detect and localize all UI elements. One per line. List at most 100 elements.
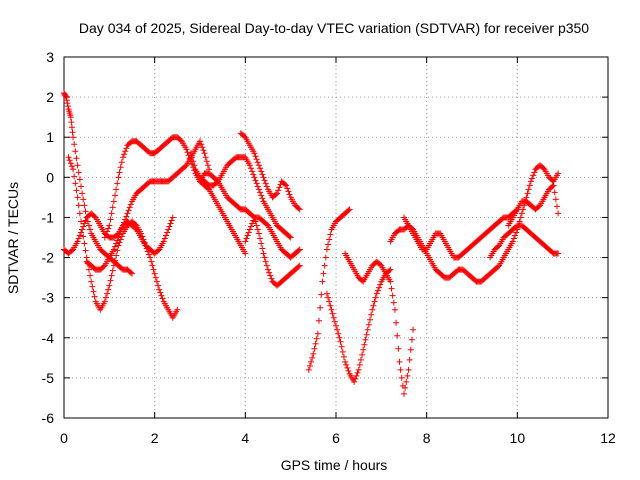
data-point-interp bbox=[112, 192, 118, 199]
data-point-interp bbox=[259, 245, 266, 252]
data-point bbox=[283, 182, 290, 189]
data-point-interp bbox=[159, 295, 166, 302]
x-axis-label: GPS time / hours bbox=[281, 457, 388, 473]
data-point-interp bbox=[150, 266, 157, 273]
data-point-interp bbox=[114, 180, 121, 187]
data-point bbox=[119, 222, 126, 229]
data-point bbox=[101, 298, 108, 305]
data-point-interp bbox=[356, 361, 363, 368]
y-tick-label: -3 bbox=[42, 290, 55, 306]
data-point bbox=[260, 250, 267, 257]
data-point-interp bbox=[361, 341, 368, 348]
data-point-interp bbox=[158, 292, 165, 299]
data-point-interp bbox=[325, 241, 332, 248]
data-point-interp bbox=[68, 119, 75, 126]
data-point-interp bbox=[363, 331, 370, 338]
data-point-interp bbox=[104, 228, 111, 235]
data-point bbox=[355, 366, 362, 373]
data-point-interp bbox=[344, 364, 351, 371]
data-point-interp bbox=[123, 145, 130, 152]
data-point-interp bbox=[68, 247, 75, 254]
data-point-interp bbox=[352, 375, 359, 382]
series-track-i bbox=[242, 214, 303, 289]
data-point-interp bbox=[163, 232, 169, 239]
data-point-interp bbox=[318, 291, 325, 298]
data-point bbox=[401, 390, 407, 397]
data-point-interp bbox=[122, 216, 129, 223]
data-point-interp bbox=[200, 147, 207, 154]
data-point-interp bbox=[113, 186, 120, 193]
data-point bbox=[342, 358, 349, 365]
data-point-interp bbox=[520, 206, 526, 213]
data-point bbox=[65, 154, 72, 161]
data-point-interp bbox=[116, 169, 123, 176]
data-point bbox=[106, 282, 113, 289]
data-point bbox=[251, 150, 258, 157]
data-point-interp bbox=[214, 177, 220, 184]
data-point-interp bbox=[540, 165, 547, 172]
data-point-interp bbox=[388, 285, 395, 292]
data-point-interp bbox=[166, 223, 173, 230]
data-point bbox=[265, 266, 271, 273]
data-point-interp bbox=[68, 124, 75, 131]
data-point-interp bbox=[132, 225, 139, 232]
data-point bbox=[246, 226, 253, 233]
data-point-interp bbox=[357, 356, 364, 363]
data-point-interp bbox=[286, 233, 293, 240]
y-tick-label: -4 bbox=[42, 330, 55, 346]
data-point-interp bbox=[551, 189, 558, 196]
data-point-interp bbox=[114, 247, 121, 254]
data-point-interp bbox=[261, 177, 268, 184]
data-point-interp bbox=[85, 222, 92, 229]
x-tick-label: 6 bbox=[332, 430, 340, 446]
data-point bbox=[360, 346, 367, 353]
data-point-interp bbox=[71, 173, 78, 180]
data-point-interp bbox=[184, 149, 191, 156]
x-tick-label: 0 bbox=[60, 430, 68, 446]
data-point bbox=[197, 138, 203, 145]
chart-title: Day 034 of 2025, Sidereal Day-to-day VTE… bbox=[79, 20, 589, 36]
data-point bbox=[287, 234, 294, 241]
data-point-interp bbox=[148, 258, 155, 265]
data-point bbox=[310, 350, 317, 357]
data-point bbox=[328, 306, 335, 313]
data-point-interp bbox=[408, 336, 415, 343]
data-point bbox=[518, 210, 525, 217]
data-point-interp bbox=[87, 226, 94, 233]
data-point-interp bbox=[91, 293, 98, 300]
data-point-interp bbox=[334, 326, 341, 333]
data-point-interp bbox=[102, 294, 109, 301]
data-point-interp bbox=[402, 384, 409, 391]
data-point bbox=[296, 246, 303, 253]
data-point-interp bbox=[90, 288, 97, 295]
data-point bbox=[555, 250, 562, 257]
data-point-interp bbox=[113, 240, 120, 247]
data-point bbox=[156, 286, 163, 293]
data-point-interp bbox=[76, 210, 83, 217]
data-point bbox=[70, 134, 77, 141]
data-point-interp bbox=[204, 162, 211, 169]
series-track-p bbox=[487, 222, 562, 261]
data-point bbox=[314, 330, 321, 337]
data-point bbox=[405, 366, 412, 373]
data-point bbox=[115, 174, 122, 181]
data-point bbox=[255, 186, 262, 193]
data-point-interp bbox=[510, 235, 517, 242]
data-point-interp bbox=[253, 222, 260, 229]
data-point bbox=[70, 166, 77, 173]
y-axis-label: SDTVAR / TECUs bbox=[5, 182, 21, 294]
data-point-interp bbox=[339, 348, 346, 355]
x-tick-label: 8 bbox=[423, 430, 431, 446]
data-point-interp bbox=[263, 183, 270, 190]
data-point-interp bbox=[67, 160, 74, 167]
data-point-interp bbox=[338, 343, 345, 350]
data-point-interp bbox=[254, 159, 261, 166]
data-point-interp bbox=[309, 354, 316, 361]
data-point-interp bbox=[394, 332, 401, 339]
data-point-interp bbox=[252, 177, 259, 184]
data-point-interp bbox=[157, 289, 164, 296]
series-track-j bbox=[305, 206, 353, 373]
data-point-interp bbox=[554, 203, 560, 210]
data-point-interp bbox=[243, 235, 250, 242]
